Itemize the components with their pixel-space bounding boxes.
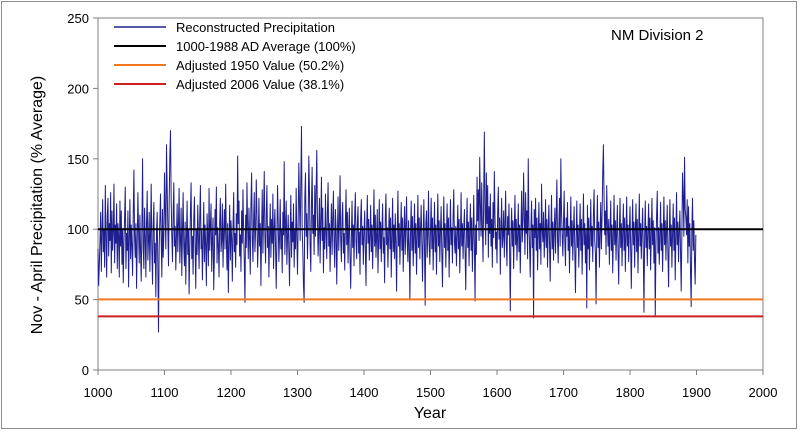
y-tick-label: 50 [75,293,89,308]
legend-item-average-label: 1000-1988 AD Average (100%) [176,39,356,54]
series-layer [97,125,763,333]
legend-item-2006-label: Adjusted 2006 Value (38.1%) [176,77,344,92]
y-tick-label: 100 [67,222,89,237]
x-axis-title: Year [414,405,447,422]
x-tick-label: 1000 [84,385,113,400]
x-axis: 1000 1100 1200 1300 1400 1500 1600 1700 1800 1900… [84,370,778,400]
y-tick-label: 150 [67,152,89,167]
legend-item-1950-label: Adjusted 1950 Value (50.2%) [176,58,344,73]
legend-item-reconstructed-label: Reconstructed Precipitation [176,20,335,35]
x-tick-label: 1600 [483,385,512,400]
x-tick-label: 1900 [682,385,711,400]
x-tick-label: 1800 [616,385,645,400]
x-tick-label: 1700 [549,385,578,400]
x-tick-label: 2000 [749,385,778,400]
y-axis: 0 50 100 150 200 250 [67,11,98,378]
y-tick-label: 200 [67,81,89,96]
division-annotation: NM Division 2 [611,27,704,44]
legend: Reconstructed Precipitation 1000-1988 AD … [114,20,356,92]
x-tick-label: 1100 [151,385,179,400]
y-axis-title: Nov - April Precipitation (% Average) [29,76,46,334]
reconstructed-precipitation-line [97,125,697,333]
x-tick-label: 1200 [217,385,246,400]
x-tick-label: 1400 [350,385,379,400]
x-tick-label: 1300 [283,385,312,400]
x-tick-label: 1500 [416,385,445,400]
y-tick-label: 0 [82,363,89,378]
y-tick-label: 250 [67,11,89,26]
